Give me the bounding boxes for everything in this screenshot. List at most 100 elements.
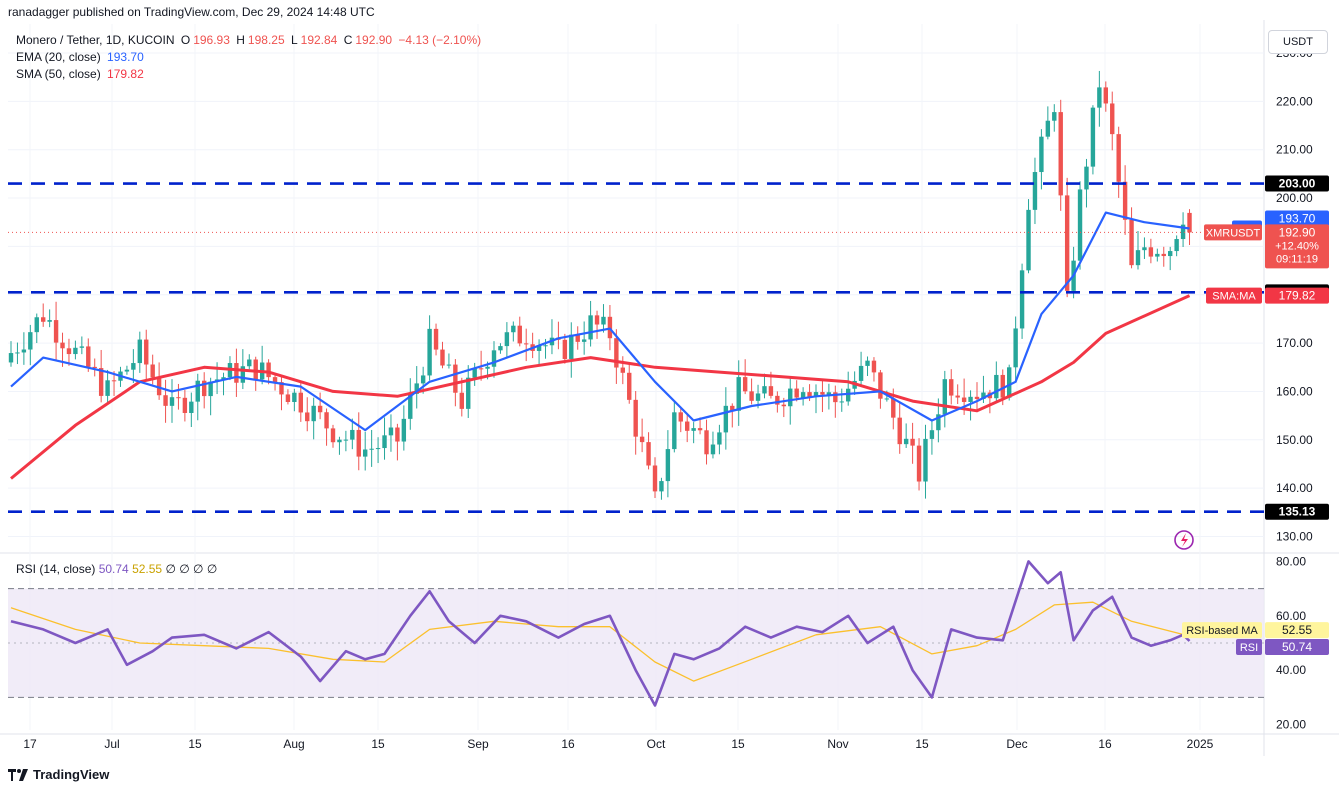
candle-body (775, 395, 780, 405)
candle-body (884, 398, 890, 400)
candle-body (652, 465, 658, 492)
candle-body (317, 405, 323, 413)
candle-body (633, 399, 638, 437)
candle-body (234, 363, 239, 383)
candle-body (723, 405, 729, 433)
candle-body (1187, 212, 1192, 233)
x-tick-label: Jul (104, 737, 119, 751)
candle-body (846, 388, 851, 402)
candle-body (929, 430, 935, 439)
candle-body (826, 392, 832, 395)
candle-body (124, 369, 130, 372)
candle-body (131, 363, 136, 370)
candle-body (356, 429, 361, 457)
y-tick-label: 170.00 (1276, 336, 1313, 350)
candle-body (1148, 247, 1154, 257)
candle-body (1168, 251, 1173, 257)
low-value: 192.84 (300, 33, 338, 47)
tradingview-logo-icon (8, 768, 28, 781)
candle-body (659, 481, 664, 492)
candle-body (330, 428, 336, 443)
candle-body (176, 397, 181, 399)
candle-body (903, 438, 909, 445)
candle-body (420, 375, 426, 384)
y-tick-label: 210.00 (1276, 143, 1313, 157)
candle-body (858, 365, 864, 381)
candle-body (916, 445, 922, 482)
candle-body (691, 428, 696, 431)
rsi-tick-label: 60.00 (1276, 609, 1306, 623)
candle-body (755, 393, 761, 401)
y-tick-label: 130.00 (1276, 529, 1313, 543)
candle-body (562, 339, 568, 359)
candle-body (208, 381, 213, 397)
rsi-tag-label: RSI-based MA (1186, 625, 1258, 637)
price-tag-label: XMRUSDT (1206, 227, 1261, 239)
candle-body (910, 438, 915, 446)
candle-body (253, 359, 258, 380)
candle-body (15, 352, 20, 354)
ema-legend-row[interactable]: EMA (20, close) 193.70 (16, 50, 144, 64)
candle-body (440, 349, 445, 366)
candle-body (781, 404, 786, 407)
candle-body (137, 339, 142, 364)
candle-body (807, 392, 812, 397)
candle-body (1180, 224, 1186, 240)
brand-name: TradingView (33, 767, 110, 782)
x-tick-label: Aug (283, 737, 304, 751)
candle-body (285, 394, 291, 402)
candle-body (994, 374, 999, 399)
candle-body (1090, 107, 1096, 167)
sma-value: 179.82 (107, 67, 144, 81)
candle-body (189, 401, 194, 413)
rsi-legend-value: 50.74 (98, 562, 129, 576)
candle-body (646, 442, 651, 466)
candle-body (865, 360, 870, 366)
currency-button[interactable]: USDT (1268, 30, 1328, 54)
candle-body (453, 364, 458, 393)
candle-body (491, 350, 497, 367)
candle-body (105, 380, 110, 396)
candle-body (395, 427, 400, 442)
candle-body (833, 392, 838, 403)
candle-body (813, 392, 819, 397)
candle-body (60, 342, 65, 349)
rsi-tick-label: 80.00 (1276, 554, 1306, 568)
candle-body (594, 315, 600, 325)
rsi-legend[interactable]: RSI (14, close) 50.74 52.55 ∅ ∅ ∅ ∅ (16, 562, 218, 576)
candle-body (369, 448, 374, 450)
level-tag (1265, 175, 1329, 192)
candle-body (717, 432, 722, 445)
candle-body (324, 412, 329, 429)
candle-body (504, 332, 510, 347)
high-value: 198.25 (247, 33, 285, 47)
x-tick-label: 2025 (1187, 737, 1214, 751)
x-tick-label: 15 (371, 737, 385, 751)
candle-body (1174, 239, 1179, 252)
candle-body (665, 449, 671, 482)
rsi-tag-value: 52.55 (1282, 623, 1312, 637)
candle-body (569, 334, 574, 359)
candle-body (974, 396, 980, 399)
footer-brand[interactable]: TradingView (8, 767, 109, 782)
candle-body (92, 366, 97, 369)
candle-body (788, 388, 793, 407)
candle-body (1064, 195, 1070, 291)
candle-body (794, 388, 799, 398)
candle-body (1110, 103, 1115, 135)
level-tag (1265, 503, 1329, 520)
candle-body (41, 317, 46, 322)
x-tick-label: 15 (188, 737, 202, 751)
rsi-tag-label-box (1236, 638, 1262, 655)
sma-line (10, 294, 1191, 480)
price-tag-box (1265, 287, 1329, 304)
candle-body (697, 428, 703, 431)
candle-body (955, 395, 960, 398)
sma-legend-row[interactable]: SMA (50, close) 179.82 (16, 67, 144, 81)
candle-body (524, 343, 529, 345)
rsi-tag-label-box (1182, 622, 1262, 639)
candle-body (891, 398, 896, 418)
candle-body (800, 392, 806, 398)
candle-body (1122, 181, 1128, 220)
